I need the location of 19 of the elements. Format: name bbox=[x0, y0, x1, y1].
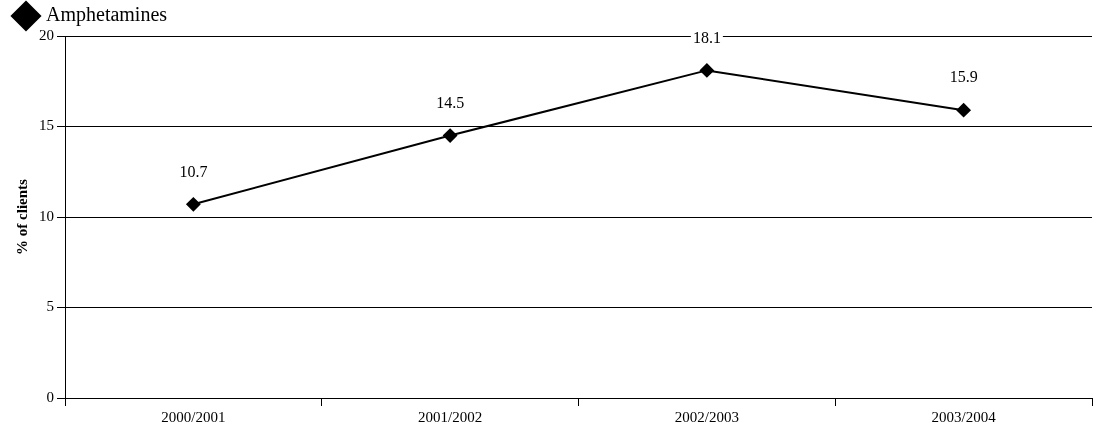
point bbox=[443, 128, 458, 143]
data-label: 18.1 bbox=[692, 28, 721, 46]
y-tick-label: 5 bbox=[46, 298, 54, 315]
y-tick-label: 0 bbox=[46, 388, 54, 405]
y-axis-title: % of clients bbox=[13, 178, 30, 255]
y-tick-label: 10 bbox=[39, 207, 54, 224]
legend-label: Amphetamines bbox=[46, 3, 168, 27]
point bbox=[956, 103, 971, 118]
data-label: 15.9 bbox=[949, 68, 978, 86]
y-tick-label: 20 bbox=[39, 26, 54, 43]
x-tick-label: 2001/2002 bbox=[418, 408, 483, 425]
x-tick-label: 2003/2004 bbox=[931, 408, 997, 425]
point bbox=[186, 197, 201, 212]
data-label: 14.5 bbox=[436, 93, 465, 111]
x-tick-label: 2000/2001 bbox=[161, 408, 226, 425]
point bbox=[699, 63, 714, 78]
y-tick-label: 15 bbox=[39, 117, 54, 134]
x-tick-label: 2002/2003 bbox=[674, 408, 739, 425]
data-label: 10.7 bbox=[179, 162, 208, 180]
